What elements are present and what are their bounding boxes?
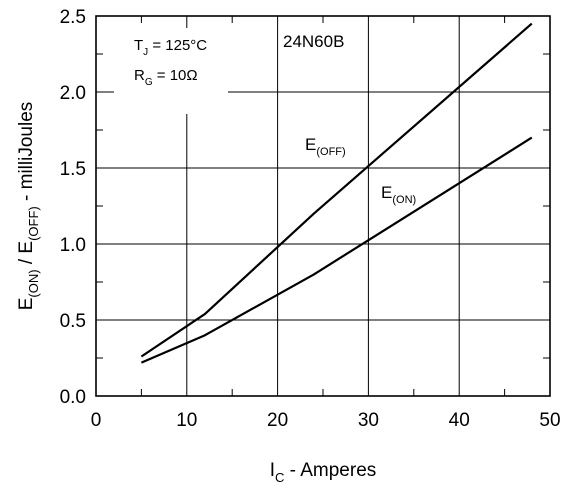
series-lines — [140, 22, 533, 364]
x-tick-label: 0 — [91, 410, 102, 431]
y-tick-label: 2.5 — [60, 7, 86, 28]
series-label-e-on: E(ON) — [381, 183, 416, 206]
grid — [96, 16, 550, 396]
series-line-e-off — [140, 22, 533, 358]
y-tick-label: 1.0 — [60, 235, 86, 256]
x-axis-label: IC - Amperes — [270, 460, 377, 485]
x-tick-label: 10 — [176, 410, 197, 431]
condition-tj: TJ = 125°C — [134, 37, 207, 58]
conditions-box — [114, 28, 228, 114]
x-tick-label: 40 — [449, 410, 470, 431]
y-tick-label: 1.5 — [60, 159, 86, 180]
y-tick-label: 0.0 — [60, 387, 86, 408]
series-label-e-off: E(OFF) — [305, 135, 346, 158]
x-tick-label: 30 — [358, 410, 379, 431]
x-tick-label: 20 — [267, 410, 288, 431]
series-line-e-on — [140, 136, 533, 364]
x-tick-label: 50 — [539, 410, 560, 431]
part-number: 24N60B — [283, 32, 344, 51]
axes — [95, 15, 551, 397]
y-axis-label: E(ON) / E(OFF) - milliJoules — [16, 102, 41, 311]
y-tick-label: 2.0 — [60, 83, 86, 104]
condition-rg: RG = 10Ω — [134, 67, 198, 88]
labels: 0 10 20 30 40 50 0.0 0.5 1.0 1.5 2.0 2.5 E(OFF) E(ON)… — [16, 7, 561, 485]
y-tick-label: 0.5 — [60, 311, 86, 332]
